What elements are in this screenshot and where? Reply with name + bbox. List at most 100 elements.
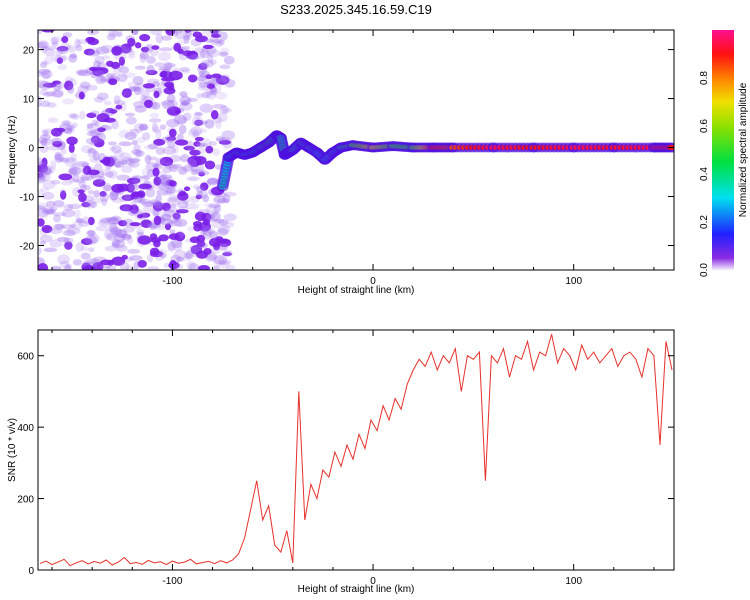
noise-blob <box>125 158 136 166</box>
noise-blob <box>122 206 129 211</box>
noise-blob <box>133 261 140 270</box>
noise-blob <box>165 207 178 213</box>
noise-blob <box>38 208 49 218</box>
noise-blob <box>183 35 190 44</box>
noise-blob <box>178 166 188 175</box>
noise-blob <box>64 80 74 91</box>
noise-blob <box>160 218 174 226</box>
noise-blob <box>95 69 105 78</box>
noise-blob <box>179 102 187 107</box>
noise-blob <box>86 123 94 129</box>
noise-blob <box>95 75 107 85</box>
bottom-plot-frame <box>37 329 675 571</box>
noise-blob <box>53 88 65 98</box>
noise-blob <box>121 194 135 201</box>
noise-blob <box>96 92 109 100</box>
noise-blob <box>163 262 170 268</box>
noise-blob <box>60 147 67 155</box>
noise-blob <box>86 258 101 265</box>
snr-line <box>39 334 673 567</box>
noise-blob <box>131 149 142 155</box>
noise-blob <box>140 219 152 228</box>
noise-blob <box>138 123 148 131</box>
noise-blob <box>107 170 118 179</box>
noise-blob <box>63 203 74 211</box>
noise-blob <box>59 188 67 196</box>
noise-blob <box>166 136 177 141</box>
noise-blob <box>63 265 72 270</box>
noise-blob <box>194 47 206 54</box>
noise-blob <box>99 190 107 197</box>
noise-blob <box>117 183 130 192</box>
noise-blob <box>86 229 96 237</box>
noise-blob <box>63 237 74 244</box>
noise-blob <box>218 39 225 46</box>
noise-blob <box>110 191 119 201</box>
noise-blob <box>91 119 99 126</box>
noise-blob <box>181 46 191 51</box>
noise-blob <box>166 93 176 104</box>
noise-blob <box>143 204 155 214</box>
noise-blob <box>198 63 208 71</box>
noise-blob <box>154 62 166 68</box>
noise-blob <box>209 36 220 46</box>
noise-blob <box>56 127 66 133</box>
noise-blob <box>118 141 133 147</box>
noise-blob <box>43 168 53 175</box>
noise-blob <box>139 198 151 205</box>
noise-blob <box>103 100 112 106</box>
noise-blob <box>182 31 193 41</box>
noise-blob <box>152 163 160 168</box>
noise-blob <box>116 31 123 38</box>
noise-blob <box>113 95 121 105</box>
noise-blob <box>153 215 162 226</box>
noise-blob <box>180 154 190 163</box>
noise-blob <box>195 168 204 175</box>
noise-blob <box>164 81 174 88</box>
noise-blob <box>155 129 162 139</box>
top-xtick-label: 100 <box>565 276 582 287</box>
noise-blob <box>64 241 73 250</box>
noise-blob <box>125 48 134 54</box>
noise-blob <box>107 217 120 225</box>
noise-blob <box>142 175 151 180</box>
noise-blob <box>56 46 69 52</box>
noise-blob <box>113 233 126 243</box>
noise-blob <box>178 206 189 212</box>
noise-blob <box>199 103 214 113</box>
noise-blob <box>61 157 75 164</box>
noise-blob <box>68 223 77 228</box>
noise-blob <box>145 188 156 198</box>
noise-blob <box>133 82 146 92</box>
noise-blob <box>196 190 204 199</box>
noise-blob <box>94 121 101 127</box>
top-xtick-label: 0 <box>370 276 376 287</box>
noise-blob <box>155 33 164 44</box>
noise-blob <box>72 220 83 230</box>
noise-blob <box>159 124 167 130</box>
noise-blob <box>207 53 214 64</box>
noise-blob <box>87 189 94 195</box>
noise-blob <box>199 48 210 59</box>
noise-blob <box>121 88 132 98</box>
noise-blob <box>90 137 98 144</box>
noise-blob <box>152 209 160 217</box>
noise-blob <box>38 42 47 49</box>
noise-blob <box>151 122 158 132</box>
noise-blob <box>143 144 158 150</box>
noise-blob <box>204 38 214 43</box>
noise-blob <box>108 78 118 86</box>
noise-blob <box>97 74 105 82</box>
noise-blob <box>138 183 152 190</box>
bottom-xlabel: Height of straight line (km) <box>298 584 415 595</box>
noise-blob <box>180 68 191 74</box>
noise-blob <box>40 139 48 146</box>
noise-blob <box>40 100 51 108</box>
noise-blob <box>128 255 143 261</box>
noise-blob <box>99 217 112 224</box>
noise-blob <box>211 73 222 79</box>
noise-blob <box>222 107 233 113</box>
noise-blob <box>178 124 187 135</box>
noise-blob <box>137 235 152 245</box>
noise-blob <box>68 168 78 176</box>
